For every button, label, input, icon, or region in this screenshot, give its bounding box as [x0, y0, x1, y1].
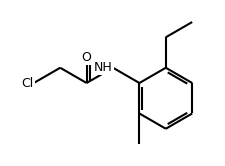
Text: O: O — [81, 51, 91, 64]
Text: NH: NH — [94, 61, 112, 74]
Text: Cl: Cl — [21, 77, 34, 89]
